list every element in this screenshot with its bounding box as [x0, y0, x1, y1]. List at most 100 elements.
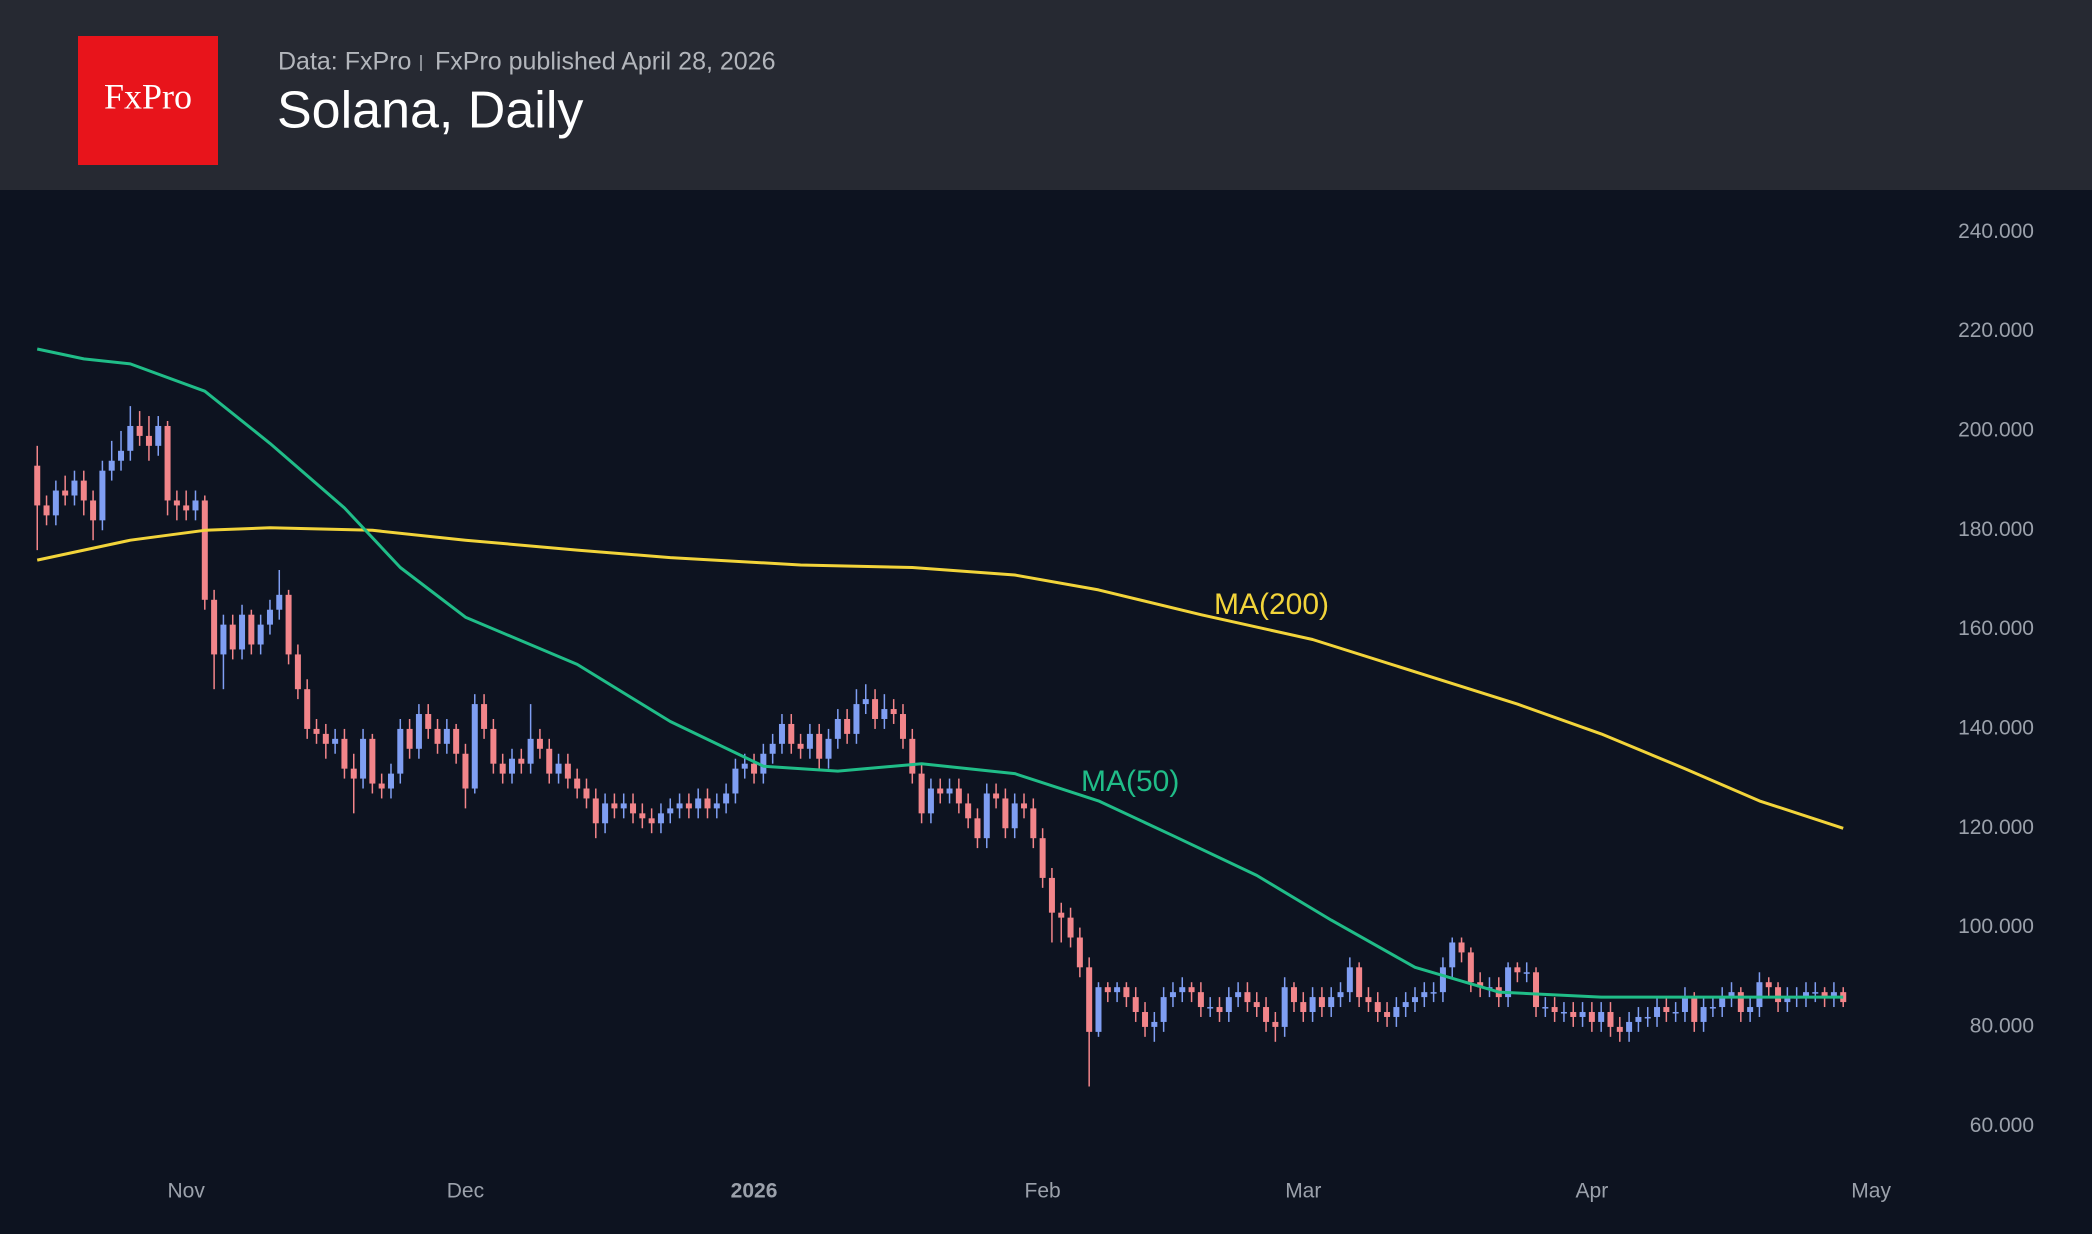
candle-body [1421, 992, 1428, 998]
y-tick-label: 140.000 [1958, 716, 2034, 739]
candle-body [1272, 1021, 1279, 1027]
candle-body [1346, 967, 1353, 993]
candle-body [1281, 987, 1288, 1027]
published: FxPro published April 28, 2026 [435, 48, 776, 76]
candle-body [927, 788, 934, 814]
candle-body [1747, 1007, 1754, 1013]
candle-body [1142, 1012, 1149, 1027]
candle-body [118, 450, 125, 461]
candle-body [778, 723, 785, 744]
candle-body [183, 505, 190, 511]
candle-body [1048, 877, 1055, 913]
candle-body [350, 768, 357, 779]
candle-body [62, 490, 69, 496]
candle-body [1691, 997, 1698, 1022]
candle-body [1309, 997, 1316, 1013]
candle-body [1188, 987, 1195, 993]
candle-body [43, 505, 50, 516]
candle-body [1588, 1012, 1595, 1022]
candle-body [1681, 997, 1688, 1013]
candle-body [527, 738, 534, 764]
candle-body [1784, 997, 1791, 1003]
x-tick-label: Mar [1285, 1180, 1321, 1203]
candle-body [630, 803, 637, 814]
candle-body [574, 778, 581, 789]
candle-body [1151, 1021, 1158, 1027]
candle-body [1523, 972, 1530, 974]
candle-body [1039, 838, 1046, 878]
candle-body [1802, 992, 1809, 998]
candle-body [220, 624, 227, 655]
candle-body [1402, 1002, 1409, 1008]
candle-body [1430, 992, 1437, 994]
y-tick-label: 180.000 [1958, 518, 2034, 541]
moving-average-line [36, 526, 1844, 830]
candle-body [211, 599, 218, 655]
candle-body [453, 728, 460, 754]
candle-body [974, 818, 981, 839]
candle-body [1104, 987, 1111, 993]
candle-body [471, 704, 478, 789]
candle-body [1514, 967, 1521, 973]
candle-body [1002, 798, 1009, 829]
candle-body [657, 813, 664, 824]
candle-body [462, 753, 469, 789]
candle-body [1263, 1007, 1270, 1022]
candle-body [536, 738, 543, 749]
candle-body [583, 788, 590, 799]
candle-body [676, 803, 683, 809]
candle-body [1086, 967, 1093, 1032]
candle-body [555, 763, 562, 774]
candle-body [266, 609, 273, 625]
candle-body [257, 624, 264, 645]
candle-body [434, 728, 441, 744]
candle-body [1207, 1007, 1214, 1009]
candle-body [704, 798, 711, 809]
candle-body [788, 723, 795, 744]
chart-title: Solana, Daily [277, 82, 583, 140]
candle-body [955, 788, 962, 804]
candle-body [946, 788, 953, 794]
candle-body [723, 793, 730, 804]
candle-body [620, 803, 627, 809]
y-tick-label: 220.000 [1958, 319, 2034, 342]
candle-body [1235, 992, 1242, 998]
candle-body [1505, 967, 1512, 998]
candle-body [127, 425, 134, 451]
candle-body [52, 490, 59, 516]
candle-body [1179, 987, 1186, 993]
candle-body [1775, 987, 1782, 1003]
plot-area: 60.000 80.000 100.000 120.000 140.000 160.000… [34, 220, 2034, 1203]
candle-body [834, 718, 841, 739]
candle-body [1579, 1012, 1586, 1017]
candle-body [1626, 1021, 1633, 1032]
candle-body [1114, 987, 1121, 993]
candle-body [695, 798, 702, 809]
candle-body [1076, 937, 1083, 968]
candle-body [155, 425, 162, 446]
candle-body [648, 818, 655, 824]
candle-body [1467, 952, 1474, 983]
series-label: MA(200) [1214, 588, 1329, 621]
candle-body [751, 763, 758, 774]
candle-body [1411, 997, 1418, 1003]
candle-body [1300, 1002, 1307, 1013]
candle-body [1598, 1012, 1605, 1022]
candle-body [965, 803, 972, 819]
candle-body [1830, 992, 1837, 998]
candle-body [1477, 982, 1484, 988]
source: Data: FxPro [278, 48, 411, 76]
candle-body [564, 763, 571, 779]
candle-body [1160, 997, 1167, 1022]
candle-body [285, 594, 292, 655]
candle-body [1533, 972, 1540, 1008]
candle-body [304, 689, 311, 729]
candle-body [1542, 1007, 1549, 1009]
candle-body [136, 425, 143, 436]
candle-body [1439, 967, 1446, 993]
candle-body [360, 738, 367, 779]
candle-body [890, 709, 897, 715]
candle-body [1225, 997, 1232, 1013]
candle-body [909, 738, 916, 774]
